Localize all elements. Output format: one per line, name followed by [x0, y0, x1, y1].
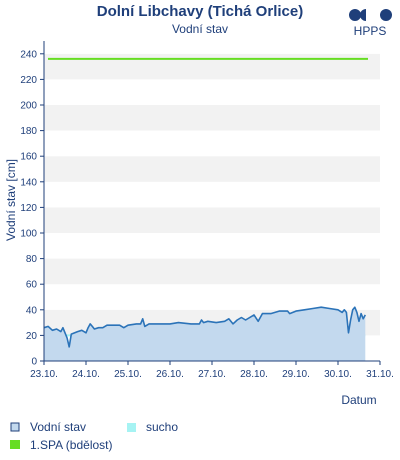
x-tick-label: 23.10.: [30, 369, 58, 380]
y-tick-label: 200: [20, 101, 37, 112]
x-axis-label: Datum: [341, 393, 376, 407]
chart-title: Dolní Libchavy (Tichá Orlice): [97, 3, 303, 20]
grid-band: [44, 41, 380, 54]
axes: [40, 41, 381, 365]
water-level-series: [43, 306, 367, 361]
chart-subtitle: Vodní stav: [172, 22, 228, 36]
grid-band: [44, 207, 380, 233]
y-tick-label: 160: [20, 152, 37, 163]
grid-band: [44, 284, 380, 310]
grid-band: [44, 258, 380, 285]
y-tick-labels: 0 20 40 60 80 100 120 140 160 180 200 220 240: [20, 49, 37, 367]
y-tick-label: 20: [26, 331, 38, 342]
y-tick-label: 180: [20, 126, 37, 137]
x-tick-labels: 23.10. 24.10. 25.10. 26.10. 27.10. 28.10. 29.1…: [30, 369, 394, 380]
y-tick-label: 0: [31, 357, 37, 368]
water-level-area: [44, 307, 366, 361]
y-tick-label: 120: [20, 203, 37, 214]
legend-item-spa: 1.SPA (bdělost): [10, 438, 113, 452]
x-tick-label: 24.10.: [72, 369, 100, 380]
grid-band: [44, 130, 380, 157]
x-tick-label: 28.10.: [240, 369, 268, 380]
x-tick-label: 27.10.: [198, 369, 226, 380]
logo-dot-2: [380, 9, 392, 21]
grid-band: [44, 233, 380, 259]
legend-label-vodni-stav: Vodní stav: [30, 420, 86, 434]
y-tick-label: 140: [20, 177, 37, 188]
y-tick-label: 60: [26, 280, 38, 291]
legend-item-vodni-stav: Vodní stav: [10, 420, 86, 434]
legend-swatch-spa: [10, 440, 20, 449]
x-tick-label: 29.10.: [282, 369, 310, 380]
x-tick-label: 26.10.: [156, 369, 184, 380]
x-tick-label: 30.10.: [324, 369, 352, 380]
legend-item-sucho: sucho: [127, 420, 178, 434]
y-tick-label: 220: [20, 75, 37, 86]
x-tick-label: 31.10.: [366, 369, 394, 380]
legend-label-spa: 1.SPA (bdělost): [30, 438, 113, 452]
grid-band: [44, 53, 380, 80]
x-tick-label: 25.10.: [114, 369, 142, 380]
logo-text: HPPS: [354, 24, 387, 38]
legend-label-sucho: sucho: [146, 420, 178, 434]
grid-band: [44, 181, 380, 208]
y-tick-label: 100: [20, 229, 37, 240]
grid-band: [44, 105, 380, 131]
logo-dot-1: [349, 9, 361, 21]
legend: Vodní stav sucho 1.SPA (bdělost): [10, 420, 178, 452]
hpps-logo: HPPS: [349, 9, 392, 38]
legend-swatch-sucho: [127, 423, 136, 432]
logo-halfdot: [360, 9, 366, 21]
water-level-line: [43, 306, 367, 348]
y-tick-label: 240: [20, 49, 37, 60]
y-tick-label: 80: [26, 254, 38, 265]
y-axis-label: Vodní stav [cm]: [4, 159, 18, 241]
y-tick-label: 40: [26, 305, 38, 316]
grid-band: [44, 156, 380, 182]
grid-band: [44, 79, 380, 105]
legend-swatch-vodni-stav: [10, 422, 20, 432]
